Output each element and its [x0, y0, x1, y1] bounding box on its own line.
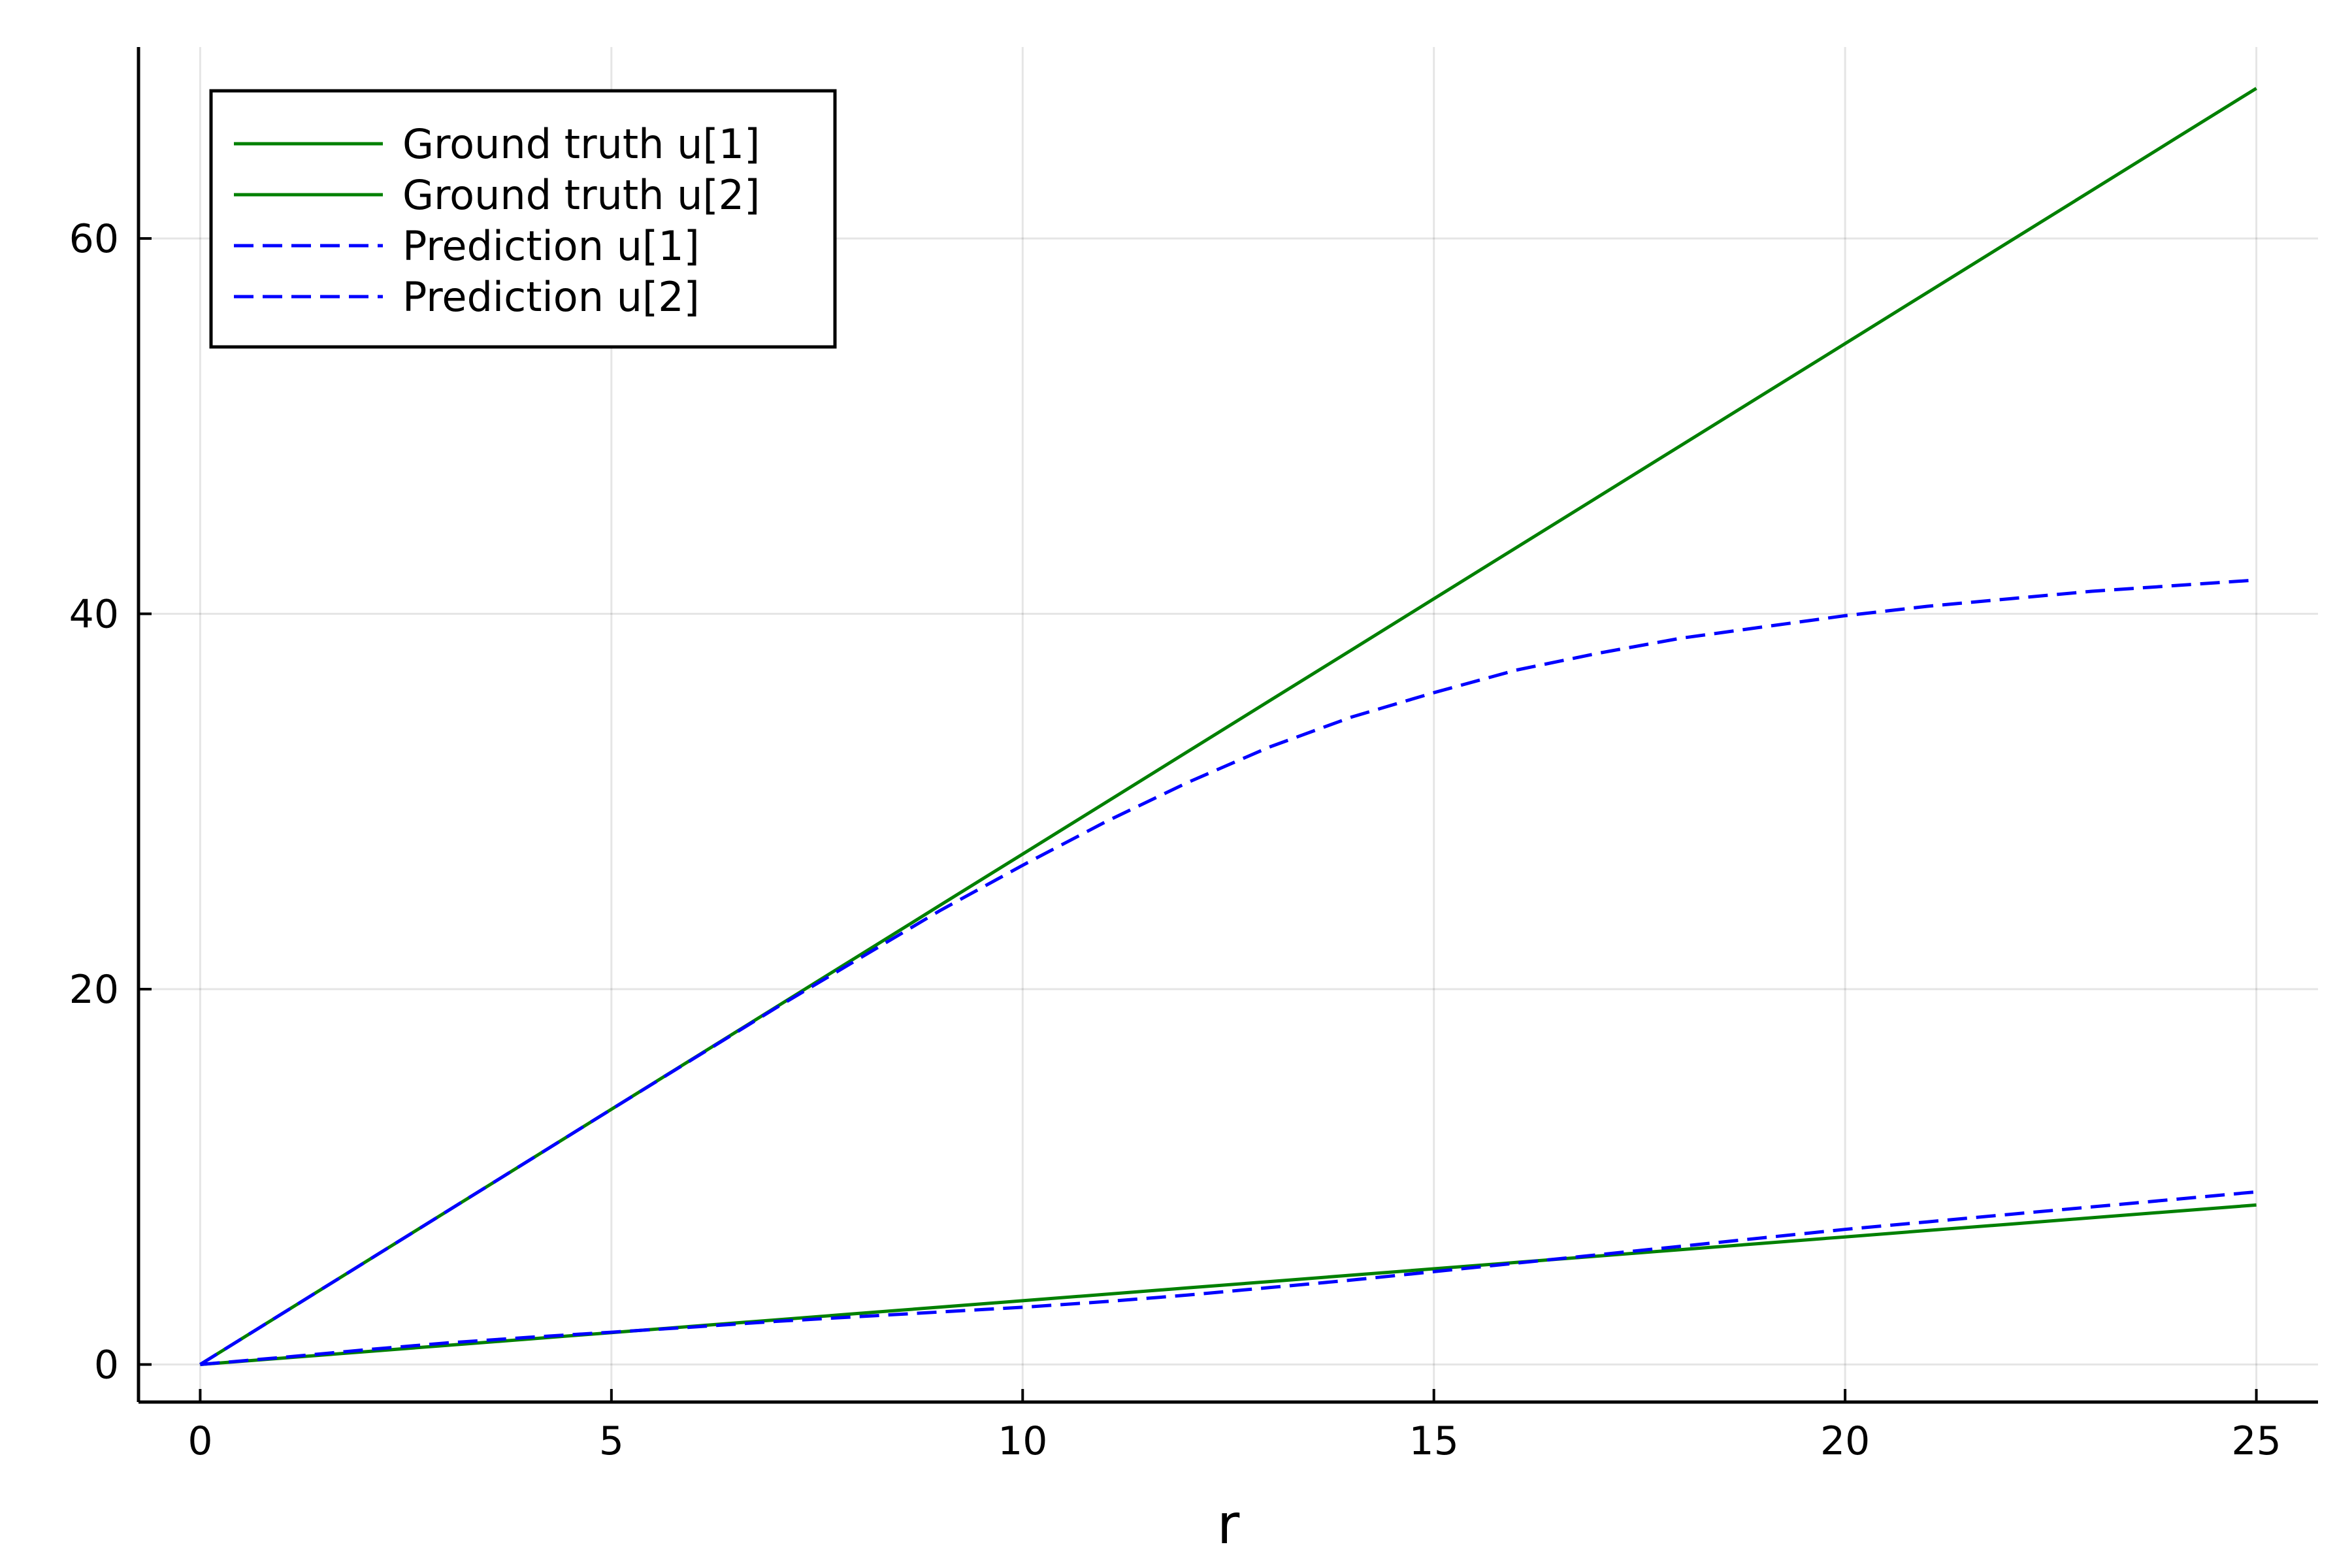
- series-line-2: [200, 1203, 2257, 1366]
- legend-label: Ground truth u[2]: [402, 171, 760, 219]
- series-layer: [199, 87, 2257, 1366]
- legend-label: Prediction u[2]: [402, 273, 700, 321]
- series-line-3: [199, 578, 2257, 1366]
- x-tick-label: 25: [2231, 1418, 2281, 1464]
- x-tick-label: 15: [1409, 1418, 1459, 1464]
- y-tick-label: 40: [69, 592, 119, 638]
- y-tick-label: 0: [94, 1343, 119, 1388]
- x-tick-label: 0: [188, 1418, 212, 1464]
- legend: Ground truth u[1]Ground truth u[2]Predic…: [209, 89, 837, 349]
- y-tick-label: 20: [69, 967, 119, 1013]
- x-tick-label: 20: [1820, 1418, 1870, 1464]
- x-tick-label: 5: [599, 1418, 624, 1464]
- x-tick-label: 10: [998, 1418, 1047, 1464]
- legend-label: Prediction u[1]: [402, 222, 700, 270]
- legend-box: [209, 89, 837, 349]
- x-axis-title: r: [1217, 1492, 1240, 1556]
- y-tick-label: 60: [69, 216, 119, 262]
- y-ticks: 0 20 40 60: [69, 216, 152, 1388]
- x-ticks: 0 5 10 15 20 25: [188, 1389, 2281, 1464]
- legend-label: Ground truth u[1]: [402, 120, 760, 168]
